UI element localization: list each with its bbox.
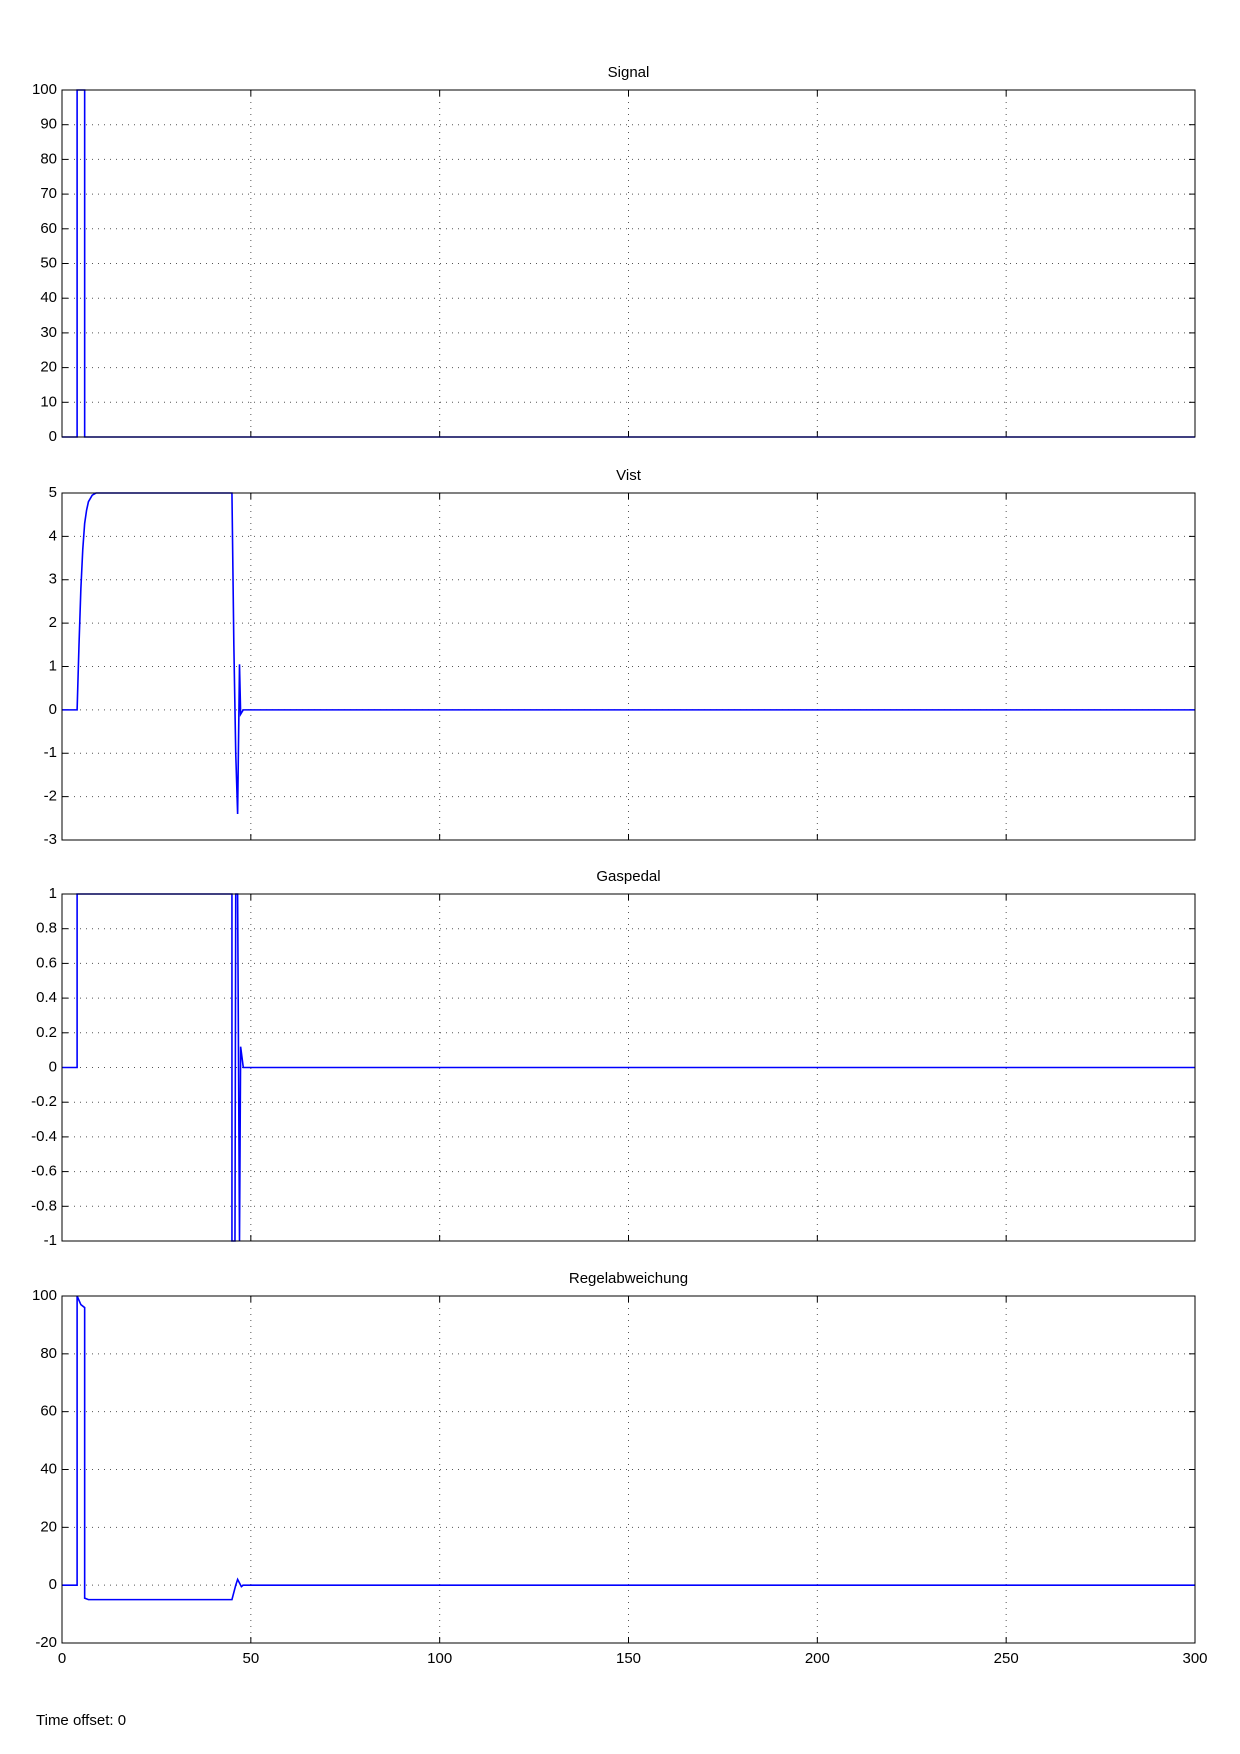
y-tick-label: -1 xyxy=(44,1232,57,1249)
subplot: Vist -3 -2 -1 0 1 2 3 4 5 xyxy=(44,467,1196,848)
y-tick-label: 0.6 xyxy=(36,954,57,971)
subplot-title: Vist xyxy=(616,467,642,484)
y-tick-label: 70 xyxy=(40,185,57,202)
y-tick-label: 100 xyxy=(32,81,57,98)
y-tick-label: 0 xyxy=(49,428,57,445)
y-tick-label: -0.2 xyxy=(31,1093,57,1110)
x-tick-label: 50 xyxy=(242,1650,259,1667)
y-tick-label: 0.4 xyxy=(36,989,57,1006)
y-tick-label: -0.8 xyxy=(31,1197,57,1214)
y-tick-label: 0.2 xyxy=(36,1024,57,1041)
y-tick-label: 100 xyxy=(32,1287,57,1304)
y-tick-label: 4 xyxy=(49,527,57,544)
signal-line xyxy=(62,893,1195,1242)
subplot-title: Signal xyxy=(608,64,650,81)
plot-frame xyxy=(61,89,1196,438)
y-tick-label: -3 xyxy=(44,831,57,848)
y-tick-label: 0 xyxy=(49,701,57,718)
time-offset: Time offset: 0 xyxy=(36,1712,126,1729)
x-tick-label: 200 xyxy=(805,1650,830,1667)
y-tick-label: 10 xyxy=(40,393,57,410)
y-tick-label: 80 xyxy=(40,1345,57,1362)
y-tick-label: 40 xyxy=(40,1460,57,1477)
y-tick-label: 1 xyxy=(49,885,57,902)
y-tick-label: 1 xyxy=(49,657,57,674)
y-tick-label: -0.4 xyxy=(31,1128,57,1145)
plot-frame xyxy=(61,1295,1196,1644)
y-tick-label: 40 xyxy=(40,289,57,306)
y-tick-label: -1 xyxy=(44,744,57,761)
y-tick-label: 20 xyxy=(40,1518,57,1535)
y-tick-label: -0.6 xyxy=(31,1163,57,1180)
x-tick-label: 250 xyxy=(994,1650,1019,1667)
y-tick-label: 2 xyxy=(49,614,57,631)
y-tick-label: 3 xyxy=(49,571,57,588)
y-tick-label: 30 xyxy=(40,324,57,341)
y-tick-label: 80 xyxy=(40,150,57,167)
y-tick-label: 20 xyxy=(40,359,57,376)
x-tick-label: 300 xyxy=(1182,1650,1207,1667)
y-tick-label: 60 xyxy=(40,220,57,237)
y-tick-label: -20 xyxy=(35,1634,57,1651)
subplot: Signal 0 10 20 30 40 50 60 70 80 90 100 xyxy=(32,64,1196,445)
y-tick-label: -2 xyxy=(44,788,57,805)
y-tick-label: 50 xyxy=(40,254,57,271)
subplot-title: Gaspedal xyxy=(596,868,660,885)
y-tick-label: 90 xyxy=(40,116,57,133)
y-tick-label: 0 xyxy=(49,1058,57,1075)
plot-frame xyxy=(61,893,1196,1242)
y-tick-label: 0.8 xyxy=(36,920,57,937)
plot-frame xyxy=(61,492,1196,841)
x-tick-label: 150 xyxy=(616,1650,641,1667)
plot-area xyxy=(62,90,1195,437)
plot-area xyxy=(62,493,1195,840)
x-tick-label: 0 xyxy=(58,1650,66,1667)
x-tick-label: 100 xyxy=(427,1650,452,1667)
y-tick-label: 5 xyxy=(49,484,57,501)
subplot-title: Regelabweichung xyxy=(569,1270,688,1287)
y-tick-label: 0 xyxy=(49,1576,57,1593)
subplot: Gaspedal -1 -0.8 -0.6 -0.4 -0.2 0 0.2 0.4 0.6 0.8 1 xyxy=(31,868,1196,1249)
y-tick-label: 60 xyxy=(40,1403,57,1420)
